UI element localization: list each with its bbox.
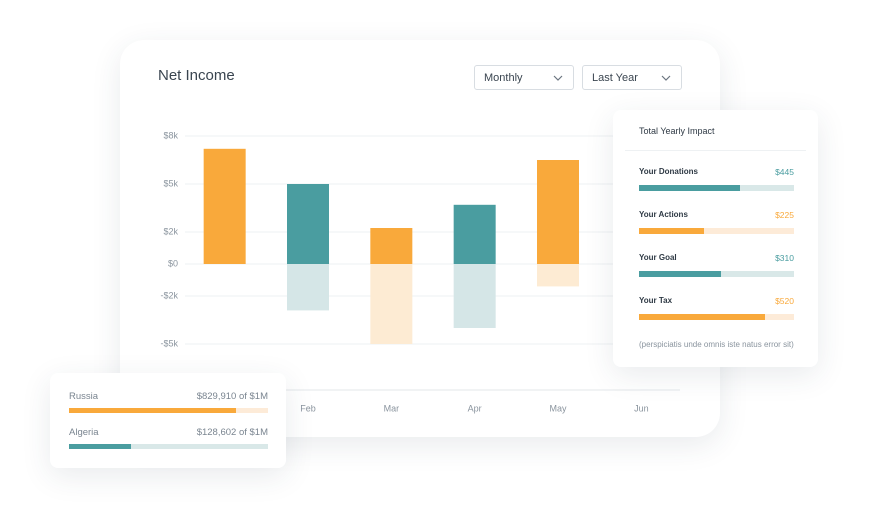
bar: [453, 264, 496, 328]
progress-track: [639, 271, 794, 277]
progress-track: [69, 408, 268, 413]
x-tick-label: Apr: [468, 403, 482, 413]
impact-label: Your Actions: [639, 210, 688, 219]
dropdown-text: Monthly: [484, 72, 523, 84]
region-label: Russia: [69, 391, 99, 402]
bar: [287, 184, 329, 264]
y-tick-label: $5k: [163, 178, 178, 188]
chevron: [661, 75, 671, 81]
impact-title: Total Yearly Impact: [639, 126, 715, 136]
progress-track: [639, 314, 794, 320]
impact-value: $310: [775, 253, 794, 263]
impact-card: Total Yearly Impact (perspiciatis unde o…: [613, 110, 818, 367]
region-item: Russia $829,910 of $1M: [69, 391, 268, 413]
y-tick-label: $0: [168, 258, 178, 268]
bar: [370, 228, 413, 264]
region-item: Algeria $128,602 of $1M: [69, 427, 268, 449]
chevron: [553, 75, 563, 81]
y-tick-label: $2k: [163, 226, 178, 236]
region-value: $128,602 of $1M: [196, 427, 268, 438]
impact-label: Your Tax: [639, 296, 673, 305]
impact-value: $520: [775, 296, 794, 306]
bar: [537, 264, 579, 287]
bar: [370, 264, 413, 344]
x-tick-label: May: [549, 403, 567, 413]
bar: [203, 148, 246, 264]
bar: [287, 264, 329, 311]
regions-card: Russia $829,910 of $1M Algeria $128,602 of …: [50, 373, 286, 468]
region-value: $829,910 of $1M: [196, 391, 268, 402]
separator: [625, 150, 806, 151]
impact-value: $445: [775, 167, 794, 177]
y-tick-label: -$5k: [160, 338, 178, 348]
progress-fill: [69, 444, 131, 449]
impact-value: $225: [775, 210, 794, 220]
dropdown-text: Last Year: [592, 72, 638, 84]
x-tick-label: Jun: [634, 403, 649, 413]
y-tick-label: $8k: [163, 130, 178, 140]
progress-track: [639, 185, 794, 191]
impact-item: Your Tax $520: [639, 296, 794, 320]
year-dropdown[interactable]: Last Year: [582, 65, 682, 90]
period-dropdown[interactable]: Monthly: [474, 65, 574, 90]
card-title: Net Income: [158, 67, 235, 84]
impact-item: Your Goal $310: [639, 253, 794, 277]
impact-label: Your Goal: [639, 253, 677, 262]
impact-label: Your Donations: [639, 167, 698, 176]
bar: [453, 204, 496, 264]
progress-track: [69, 444, 268, 449]
x-tick-label: Feb: [300, 403, 316, 413]
x-tick-label: Mar: [384, 403, 400, 413]
progress-fill: [639, 271, 722, 277]
progress-fill: [639, 185, 740, 191]
region-label: Algeria: [69, 427, 99, 438]
progress-track: [639, 228, 794, 234]
progress-fill: [639, 228, 705, 234]
impact-item: Your Actions $225: [639, 210, 794, 234]
bar: [537, 160, 579, 264]
impact-item: Your Donations $445: [639, 167, 794, 191]
progress-fill: [69, 408, 237, 413]
y-tick-label: -$2k: [160, 290, 178, 300]
progress-fill: [639, 314, 765, 320]
impact-note: (perspiciatis unde omnis iste natus erro…: [639, 340, 794, 349]
